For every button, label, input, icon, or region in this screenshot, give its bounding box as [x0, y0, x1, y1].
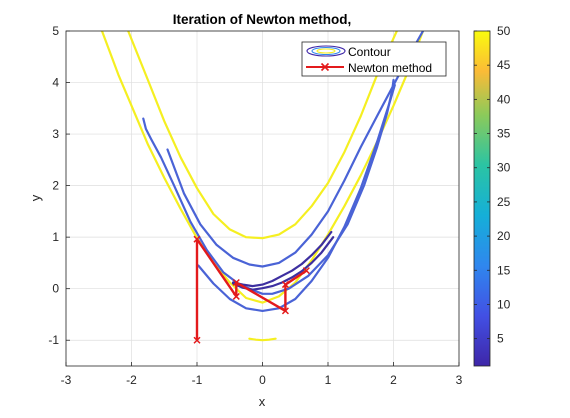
legend: Contour Newton method [301, 41, 447, 77]
contour-line-5 [166, 31, 425, 268]
newton-point-marker [193, 336, 201, 344]
contour-line-6 [231, 230, 333, 288]
x-tick-label: -2 [126, 373, 137, 387]
contour-line-3 [142, 78, 395, 295]
colorbar-tick-label: 5 [497, 332, 504, 346]
x-tick-label: 2 [390, 373, 397, 387]
newton-series [193, 235, 310, 344]
contour-plot [100, 31, 425, 342]
x-tick-label: -1 [192, 373, 203, 387]
x-tick-label: -3 [61, 373, 72, 387]
colorbar-tick-label: 10 [497, 297, 511, 311]
y-tick-label: 1 [52, 230, 59, 244]
x-tick-label: 0 [259, 373, 266, 387]
colorbar-ticks: 5 10 15 20 25 30 35 40 45 50 [474, 24, 511, 346]
newton-point-marker [232, 292, 240, 300]
x-tick-label: 1 [325, 373, 332, 387]
y-tick-label: 5 [52, 24, 59, 38]
y-tick-label: -1 [48, 333, 59, 347]
colorbar-tick-label: 50 [497, 24, 511, 38]
contour-line-1 [127, 31, 398, 240]
x-axis-ticks: -3 -2 -1 0 1 2 3 [61, 362, 463, 387]
y-tick-label: 0 [52, 282, 59, 296]
chart-title: Iteration of Newton method, [173, 12, 352, 27]
colorbar-tick-label: 30 [497, 161, 511, 175]
colorbar-tick-label: 25 [497, 195, 511, 209]
legend-contour-icon [306, 45, 346, 57]
legend-entry-newton: Newton method [348, 61, 432, 75]
colorbar-tick-label: 45 [497, 58, 511, 72]
newton-point-marker [232, 278, 240, 287]
y-axis-ticks: -1 0 1 2 3 4 5 [48, 24, 70, 347]
y-tick-label: 3 [52, 127, 59, 141]
colorbar-tick-label: 40 [497, 92, 511, 106]
y-tick-label: 4 [52, 76, 59, 90]
x-axis-label: x [259, 394, 266, 409]
newton-point-marker [281, 307, 289, 315]
y-axis-label: y [28, 194, 43, 201]
contour-line-4 [197, 83, 396, 312]
legend-newton-icon [306, 62, 344, 72]
colorbar-tick-label: 20 [497, 229, 511, 243]
colorbar: 5 10 15 20 25 30 35 40 45 50 [473, 24, 511, 367]
legend-entry-contour: Contour [348, 45, 391, 59]
contour-line-0 [100, 31, 425, 304]
newton-point-marker [193, 235, 201, 243]
newton-point-marker [302, 267, 310, 275]
colorbar-gradient [473, 30, 491, 367]
newton-point-marker [281, 281, 289, 289]
y-tick-label: 2 [52, 179, 59, 193]
x-tick-label: 3 [456, 373, 463, 387]
colorbar-tick-label: 15 [497, 263, 511, 277]
contour-line-2 [248, 337, 277, 342]
colorbar-tick-label: 35 [497, 127, 511, 141]
